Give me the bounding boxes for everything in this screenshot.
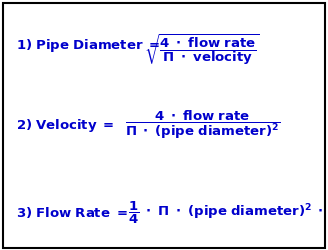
Text: $\mathbf{\dfrac{4\ \bullet\ flow\ rate}{\Pi\ \bullet\ (pipe\ diameter)^2}}$: $\mathbf{\dfrac{4\ \bullet\ flow\ rate}{… xyxy=(125,109,280,141)
Text: $\mathbf{3)\ Flow\ Rate\ =}$: $\mathbf{3)\ Flow\ Rate\ =}$ xyxy=(16,205,128,220)
Text: $\mathbf{\dfrac{1}{4}\ \bullet\ \Pi\ \bullet\ (pipe\ diameter)^2\ \bullet\ veloc: $\mathbf{\dfrac{1}{4}\ \bullet\ \Pi\ \bu… xyxy=(128,200,328,226)
Text: $\mathbf{\sqrt{\dfrac{4\ \bullet\ flow\ rate}{\Pi\ \bullet\ velocity}}}$: $\mathbf{\sqrt{\dfrac{4\ \bullet\ flow\ … xyxy=(144,32,260,68)
Text: $\mathbf{1)\ Pipe\ Diameter\ =}$: $\mathbf{1)\ Pipe\ Diameter\ =}$ xyxy=(16,36,161,54)
Text: $\mathbf{2)\ Velocity\ =}$: $\mathbf{2)\ Velocity\ =}$ xyxy=(16,116,115,134)
